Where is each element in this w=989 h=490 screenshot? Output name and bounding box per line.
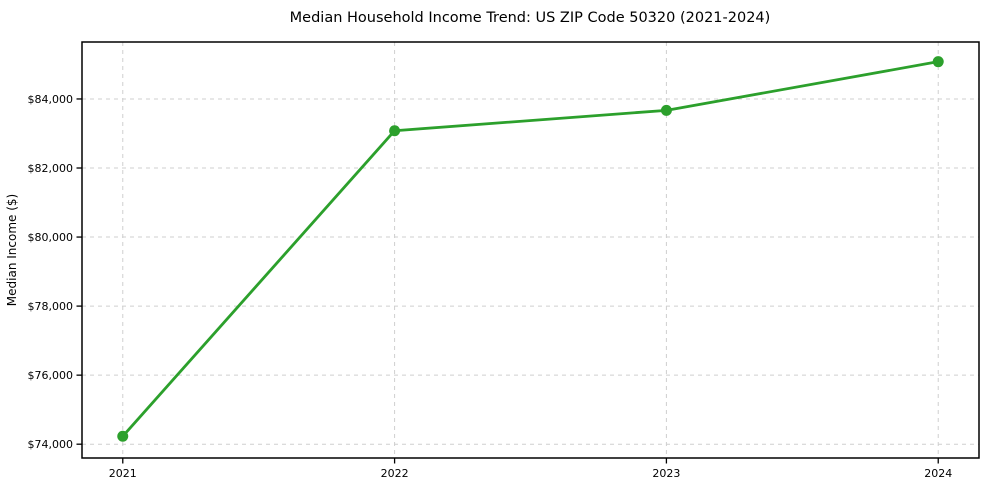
- y-tick-label: $82,000: [28, 162, 74, 175]
- data-point-marker: [117, 430, 129, 442]
- y-tick-label: $80,000: [28, 231, 74, 244]
- income-line-series: [117, 56, 944, 442]
- x-tick-label: 2022: [381, 467, 409, 480]
- data-point-marker: [932, 56, 944, 68]
- data-point-marker: [389, 125, 401, 137]
- trend-line: [121, 60, 940, 438]
- plot-frame: [81, 41, 980, 459]
- axis-ticks: [76, 98, 939, 464]
- x-tick-label: 2024: [924, 467, 952, 480]
- x-tick-labels: 2021 2022 2023 2024: [109, 467, 952, 480]
- plot-border: [81, 41, 980, 459]
- data-point-marker: [660, 104, 672, 116]
- y-tick-labels: $74,000 $76,000 $78,000 $80,000 $82,000 $84,0…: [28, 93, 74, 451]
- gridlines: [82, 42, 979, 458]
- x-tick-label: 2021: [109, 467, 137, 480]
- y-tick-label: $78,000: [28, 300, 74, 313]
- y-tick-label: $74,000: [28, 438, 74, 451]
- chart-title: Median Household Income Trend: US ZIP Co…: [290, 10, 771, 26]
- y-axis-label: Median Income ($): [5, 194, 19, 306]
- x-tick-label: 2023: [652, 467, 680, 480]
- y-tick-label: $84,000: [28, 93, 74, 106]
- y-tick-label: $76,000: [28, 369, 74, 382]
